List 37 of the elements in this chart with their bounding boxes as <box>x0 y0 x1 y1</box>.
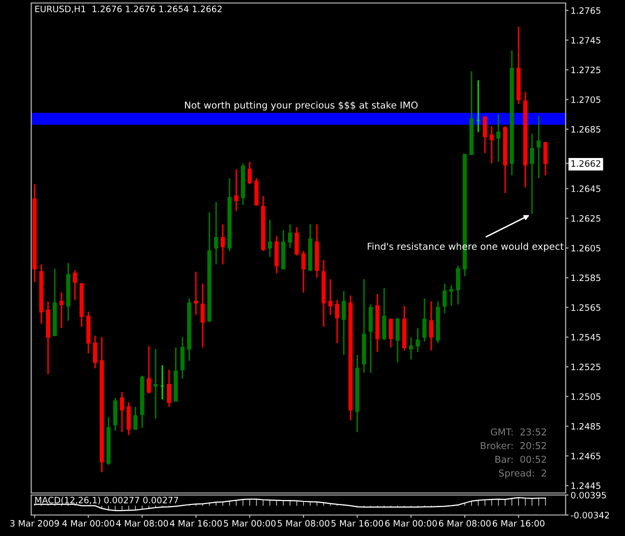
y-tick-label: 1.2685 <box>571 126 600 133</box>
y-tick-label: 1.2765 <box>571 7 600 14</box>
annotation: Bar: 00:52 <box>495 456 546 463</box>
y-tick-label: 1.2662 <box>571 160 600 167</box>
y-tick-label: 1.2545 <box>571 334 600 341</box>
x-tick-label: 6 Mar 08:00 <box>438 520 491 527</box>
annotation: Find's resistance where one would expect <box>368 242 564 252</box>
y-tick-label: 1.2645 <box>571 185 600 192</box>
y-tick-label: 1.2705 <box>571 96 600 103</box>
y-tick-label: 1.2585 <box>571 274 600 282</box>
y-tick-label: 1.2445 <box>571 482 600 490</box>
annotation: Spread: 2 <box>499 469 546 478</box>
annotation: GMT: 23:52 <box>490 428 546 436</box>
x-tick-label: 5 Mar 16:00 <box>332 520 384 527</box>
x-tick-label: 3 Mar 2009 <box>10 520 59 527</box>
y-tick-label: 1.2565 <box>571 304 600 311</box>
annotation: Not worth putting your precious $$$ at stake IMO <box>185 101 418 110</box>
y-tick-label: 1.2725 <box>571 66 600 74</box>
chart-title: EURUSD,H1 1.2676 1.2676 1.2654 1.2662 <box>35 6 222 14</box>
x-tick-label: 4 Mar 00:00 <box>62 520 114 527</box>
chart-title: MACD(12,26,1) 0.00277 0.00277 <box>35 496 178 504</box>
y-tick-label: 1.2505 <box>571 393 600 400</box>
x-tick-label: 6 Mar 00:00 <box>385 520 437 527</box>
y-tick-label: 1.2745 <box>571 36 600 44</box>
x-tick-label: 5 Mar 00:00 <box>224 520 276 527</box>
y-tick-label: 1.2605 <box>571 244 600 252</box>
x-tick-label: 4 Mar 16:00 <box>170 520 222 527</box>
y-tick-label: 0.00395 <box>571 492 606 498</box>
x-tick-label: 5 Mar 08:00 <box>278 520 330 527</box>
y-tick-label: 1.2625 <box>571 215 600 222</box>
x-tick-label: 4 Mar 08:00 <box>116 520 168 527</box>
y-tick-label: 1.2485 <box>571 423 600 430</box>
x-tick-label: 6 Mar 16:00 <box>492 520 544 527</box>
annotation: Broker: 20:52 <box>480 442 546 450</box>
y-tick-label: 1.2525 <box>571 364 600 370</box>
y-tick-label: 1.2465 <box>571 452 600 460</box>
y-tick-label: -0.00342 <box>570 512 609 518</box>
